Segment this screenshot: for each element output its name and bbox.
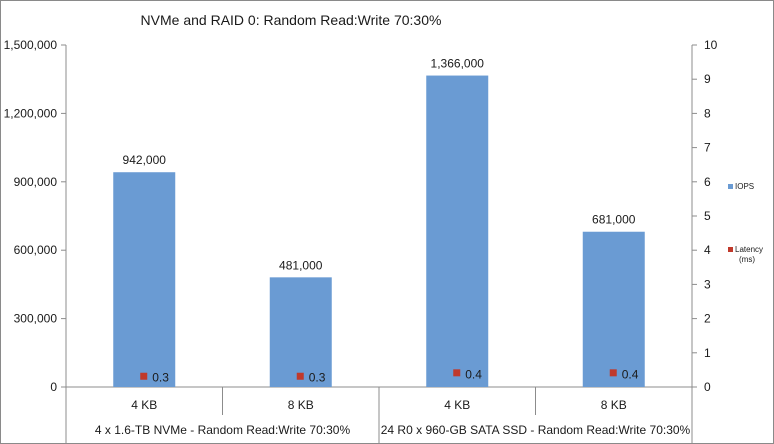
- left-tick-label: 0: [50, 380, 57, 394]
- right-tick-label: 8: [704, 106, 711, 120]
- latency-marker: [140, 372, 148, 380]
- left-tick-label: 600,000: [14, 243, 58, 257]
- right-tick-label: 1: [704, 346, 711, 360]
- iops-bar: [269, 277, 332, 387]
- legend-swatch: [728, 184, 733, 189]
- iops-bar: [426, 75, 489, 387]
- right-tick-label: 2: [704, 312, 711, 326]
- latency-value-label: 0.4: [465, 367, 482, 381]
- right-tick-label: 10: [704, 38, 718, 52]
- right-tick-label: 7: [704, 141, 711, 155]
- iops-value-label: 481,000: [279, 258, 323, 272]
- latency-value-label: 0.4: [622, 367, 639, 381]
- category-label: 8 KB: [288, 398, 314, 412]
- right-tick-label: 0: [704, 380, 711, 394]
- category-label: 4 KB: [131, 398, 157, 412]
- latency-marker: [453, 369, 461, 377]
- group-label: 4 x 1.6-TB NVMe - Random Read:Write 70:3…: [95, 423, 351, 437]
- legend-swatch: [728, 247, 733, 252]
- category-label: 8 KB: [601, 398, 627, 412]
- right-tick-label: 5: [704, 209, 711, 223]
- left-tick-label: 1,200,000: [4, 106, 58, 120]
- legend-label: IOPS: [735, 182, 754, 191]
- legend-label: Latency: [735, 245, 763, 254]
- legend-label: (ms): [739, 255, 755, 264]
- iops-bar: [113, 172, 176, 387]
- left-tick-label: 300,000: [14, 312, 58, 326]
- right-tick-label: 3: [704, 277, 711, 291]
- right-tick-label: 9: [704, 72, 711, 86]
- chart-title: NVMe and RAID 0: Random Read:Write 70:30…: [141, 12, 442, 28]
- category-label: 4 KB: [444, 398, 470, 412]
- right-tick-label: 4: [704, 243, 711, 257]
- left-tick-label: 1,500,000: [4, 38, 58, 52]
- iops-value-label: 942,000: [123, 153, 167, 167]
- left-tick-label: 900,000: [14, 175, 58, 189]
- iops-value-label: 681,000: [592, 213, 636, 227]
- latency-value-label: 0.3: [309, 371, 326, 385]
- latency-marker: [296, 372, 304, 380]
- right-tick-label: 6: [704, 175, 711, 189]
- latency-marker: [609, 369, 617, 377]
- group-label: 24 R0 x 960-GB SATA SSD - Random Read:Wr…: [381, 423, 691, 437]
- iops-value-label: 1,366,000: [431, 57, 485, 71]
- latency-value-label: 0.3: [152, 371, 169, 385]
- iops-bar: [582, 231, 645, 387]
